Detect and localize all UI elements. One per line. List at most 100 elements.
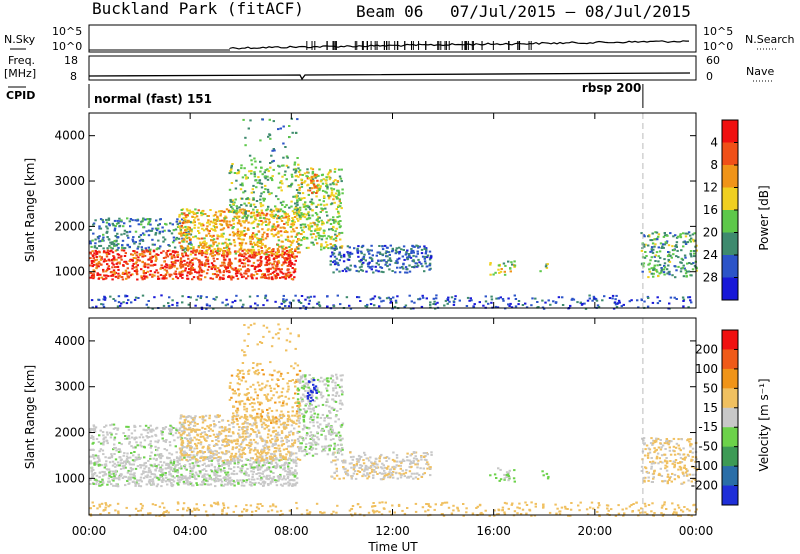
- scatter-cell: [136, 264, 139, 267]
- scatter-cell: [133, 298, 137, 301]
- scatter-cell: [184, 214, 187, 217]
- scatter-cell: [286, 231, 289, 234]
- scatter-cell: [265, 218, 269, 220]
- scatter-cell: [335, 227, 338, 230]
- scatter-cell: [125, 262, 128, 265]
- scatter-cell: [297, 213, 300, 216]
- scatter-cell: [126, 273, 129, 276]
- scatter-cell: [258, 468, 262, 471]
- scatter-cell: [207, 232, 211, 235]
- scatter-cell: [250, 463, 253, 466]
- scatter-cell: [628, 300, 631, 303]
- scatter-cell: [271, 160, 274, 163]
- scatter-cell: [277, 267, 280, 270]
- scatter-cell: [382, 299, 385, 302]
- scatter-cell: [320, 219, 323, 222]
- scatter-cell: [192, 221, 195, 224]
- scatter-cell: [216, 459, 219, 462]
- scatter-cell: [231, 431, 235, 434]
- scatter-cell: [260, 438, 263, 441]
- scatter-cell: [242, 451, 245, 454]
- scatter-cell: [687, 270, 691, 273]
- scatter-cell: [261, 276, 264, 279]
- scatter-cell: [99, 244, 103, 247]
- scatter-cell: [277, 217, 281, 219]
- scatter-cell: [206, 256, 209, 259]
- scatter-cell: [677, 235, 680, 238]
- scatter-cell: [89, 448, 93, 451]
- scatter-cell: [176, 301, 179, 304]
- scatter-cell: [329, 263, 332, 266]
- scatter-cell: [188, 273, 192, 276]
- scatter-cell: [649, 239, 652, 242]
- scatter-cell: [159, 476, 162, 479]
- scatter-cell: [366, 303, 369, 306]
- scatter-cell: [127, 425, 130, 428]
- scatter-cell: [205, 439, 208, 442]
- scatter-cell: [129, 456, 132, 459]
- scatter-cell: [261, 455, 264, 458]
- scatter-cell: [192, 247, 195, 250]
- scatter-cell: [338, 251, 341, 254]
- scatter-cell: [124, 484, 127, 487]
- scatter-cell: [93, 246, 96, 249]
- scatter-cell: [123, 222, 126, 225]
- scatter-cell: [109, 470, 112, 473]
- scatter-cell: [387, 251, 391, 254]
- scatter-cell: [236, 277, 240, 280]
- scatter-cell: [244, 232, 248, 235]
- scatter-cell: [335, 235, 339, 237]
- scatter-cell: [182, 425, 185, 428]
- scatter-cell: [230, 275, 234, 278]
- scatter-cell: [218, 421, 221, 423]
- scatter-cell: [212, 266, 215, 269]
- scatter-cell: [100, 256, 103, 259]
- scatter-cell: [220, 425, 223, 428]
- scatter-cell: [115, 483, 118, 486]
- scatter-cell: [234, 268, 237, 271]
- scatter-cell: [271, 175, 274, 178]
- scatter-cell: [315, 195, 318, 198]
- scatter-cell: [332, 219, 335, 222]
- scatter-cell: [655, 251, 659, 254]
- scatter-cell: [111, 273, 114, 276]
- scatter-cell: [334, 220, 337, 223]
- scatter-cell: [206, 457, 210, 460]
- scatter-cell: [227, 211, 231, 213]
- scatter-cell: [497, 297, 500, 300]
- scatter-cell: [115, 222, 119, 225]
- scatter-cell: [148, 469, 152, 472]
- scatter-cell: [298, 186, 301, 189]
- scatter-cell: [127, 456, 130, 459]
- scatter-cell: [425, 297, 428, 300]
- scatter-cell: [200, 224, 203, 227]
- scatter-cell: [188, 477, 191, 480]
- scatter-cell: [183, 427, 187, 430]
- scatter-cell: [182, 270, 185, 273]
- scatter-cell: [163, 277, 166, 280]
- scatter-cell: [282, 457, 285, 459]
- scatter-cell: [236, 250, 240, 253]
- scatter-cell: [243, 248, 246, 251]
- scatter-cell: [293, 212, 296, 215]
- scatter-cell: [283, 475, 286, 478]
- scatter-cell: [222, 429, 226, 432]
- nsky-trace: [89, 40, 689, 51]
- scatter-cell: [120, 473, 123, 476]
- scatter-cell: [140, 275, 143, 278]
- scatter-cell: [158, 467, 162, 470]
- scatter-cell: [191, 469, 194, 472]
- scatter-cell: [389, 260, 393, 262]
- scatter-cell: [342, 260, 346, 263]
- scatter-cell: [404, 266, 408, 269]
- scatter-cell: [186, 274, 189, 277]
- scatter-cell: [233, 462, 236, 465]
- scatter-cell: [232, 203, 235, 206]
- scatter-cell: [495, 297, 498, 300]
- scatter-cell: [257, 237, 261, 240]
- power-panel-frame: [88, 112, 697, 309]
- scatter-cell: [325, 182, 328, 185]
- scatter-cell: [163, 229, 166, 232]
- scatter-cell: [256, 304, 259, 307]
- scatter-cell: [139, 466, 142, 469]
